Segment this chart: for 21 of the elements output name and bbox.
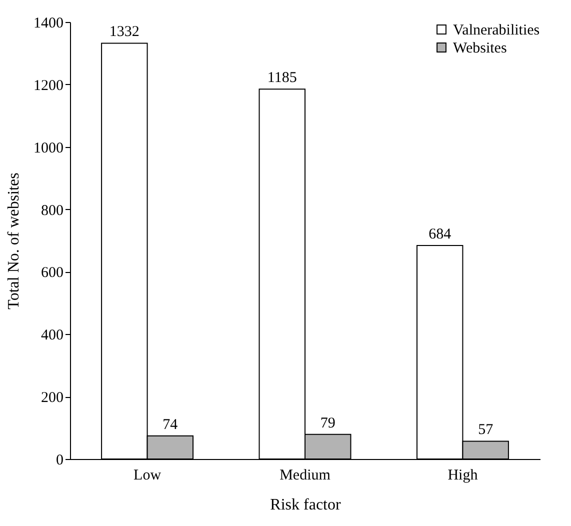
y-tick-label: 600 <box>41 265 64 282</box>
y-tick-label: 400 <box>41 328 64 344</box>
data-label: 74 <box>162 416 178 433</box>
x-tick-label: Medium <box>280 468 331 484</box>
x-axis-title: Risk factor <box>270 496 342 514</box>
x-tick-label: Low <box>134 468 162 484</box>
data-label: 79 <box>320 415 336 432</box>
data-label: 57 <box>478 422 494 438</box>
y-tick-label: 200 <box>41 390 64 406</box>
x-tick-label: High <box>448 468 478 484</box>
legend-label: Valnerabilities <box>453 22 540 38</box>
data-label: 1185 <box>267 70 297 86</box>
y-tick-label: 1400 <box>34 16 64 32</box>
y-tick-label: 1200 <box>34 78 64 94</box>
legend-label: Websites <box>453 40 507 56</box>
y-axis-title: Total No. of websites <box>6 172 22 310</box>
y-tick-label: 800 <box>41 202 64 219</box>
y-tick-label: 1000 <box>34 140 64 156</box>
data-label: 684 <box>428 226 452 242</box>
data-label: 1332 <box>109 24 140 40</box>
y-tick-label: 0 <box>56 452 64 468</box>
